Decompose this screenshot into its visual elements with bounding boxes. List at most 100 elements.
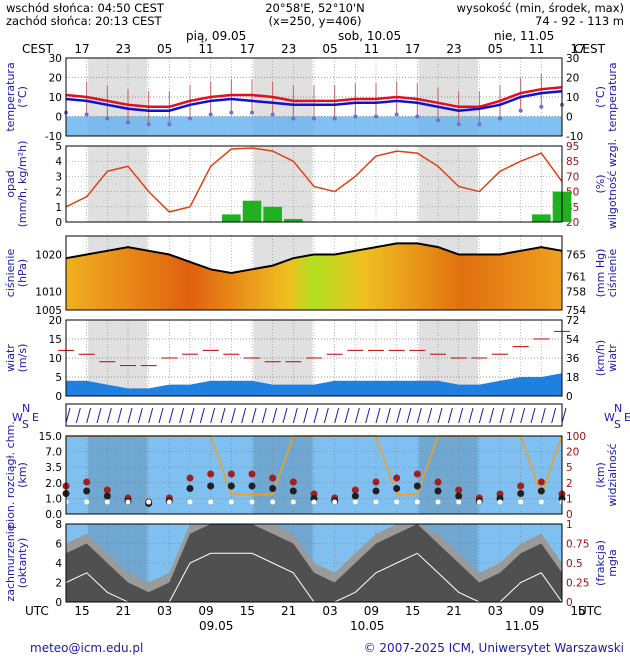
precip-bar (242, 200, 262, 222)
y-tick-left: -10 (45, 131, 62, 143)
wind-arrow (551, 407, 557, 424)
y-tick-left: 6 (55, 539, 62, 551)
dewpoint-dot (126, 120, 130, 125)
bottom-hour-label: 15 (570, 604, 585, 618)
dewpoint-dot (291, 116, 296, 121)
axis-label-right: wilgotność wzgl. (606, 139, 619, 229)
cloud-low-dot (497, 499, 503, 505)
cloud-base-dot (269, 485, 277, 492)
bottom-time-axis: UTC UTC 09.05 10.05 11.05 15 21 03 09 15 21 03… (25, 604, 602, 633)
wind-arrow (261, 407, 267, 424)
precip-bar (222, 214, 241, 222)
wind-arrow (117, 407, 123, 424)
axis-label-right: (°C) (594, 86, 607, 108)
axis-label-right: temperatura (606, 62, 619, 131)
y-tick-right: 0 (566, 391, 573, 403)
humidity-line (65, 147, 563, 213)
dewpoint-dot (374, 114, 378, 119)
cloud-base-dot (393, 485, 401, 492)
dewpoint-dot (477, 122, 482, 127)
wind-arrow (416, 407, 422, 424)
cloud-low-dot (518, 499, 524, 505)
cloud-top-dot (269, 474, 277, 482)
dewpoint-dot (415, 114, 420, 119)
top-hour-label: 23 (116, 42, 131, 56)
wind-arrow (478, 407, 484, 424)
wind-arrow (509, 407, 515, 424)
cloud-base-dot (537, 487, 545, 495)
wind-arrow (179, 407, 185, 424)
y-tick-left: 0 (55, 217, 62, 229)
wind-arrow (210, 407, 216, 424)
wind-arrow (427, 407, 433, 424)
y-tick-right: 10 (566, 92, 579, 104)
y-tick-left: 1005 (35, 305, 62, 317)
cloud-low-dot (187, 499, 193, 505)
cloud-low-dot (332, 499, 338, 505)
cloud-top-dot (83, 478, 91, 486)
wind-arrow (458, 407, 464, 424)
axis-label-left: temperatura (4, 62, 17, 131)
bottom-hour-label: 21 (116, 604, 131, 618)
wind-arrow (251, 407, 257, 424)
axis-label-left: wiatr (4, 344, 17, 372)
wind-arrow (447, 407, 453, 424)
y-tick-right: 30 (566, 53, 579, 65)
y-tick-right: 1 (566, 493, 573, 505)
cloud-low-dot (394, 499, 400, 505)
cloud-low-dot (104, 499, 110, 505)
cloud-total-area (66, 524, 562, 602)
cloud-base-dot (413, 482, 421, 490)
axis-label-right: (km) (594, 462, 607, 488)
y-tick-left: 8 (55, 519, 62, 531)
wind-arrow (561, 407, 567, 424)
wind-area (66, 373, 562, 396)
compass-n-right: N (614, 402, 622, 415)
y-tick-left: 2 (55, 578, 62, 590)
top-timezone-right: CEST (574, 42, 606, 56)
wind-arrow (344, 407, 350, 424)
top-time-axis: CEST CEST pią, 09.05 sob, 10.05 nie, 11.… (22, 29, 606, 56)
wind-arrow (137, 407, 143, 424)
bottom-hour-label: 15 (74, 604, 89, 618)
wind-arrow (292, 407, 298, 424)
y-tick-left: 5 (55, 141, 62, 153)
compass-e-right: E (624, 411, 630, 424)
wind-arrow (241, 407, 247, 424)
wind-arrow (86, 407, 92, 424)
wind-arrow (189, 407, 195, 424)
top-timezone-left: CEST (22, 42, 54, 56)
cloud-low-dot (311, 499, 317, 505)
bottom-hour-label: 15 (240, 604, 255, 618)
wind-arrow (127, 407, 133, 424)
y-tick-left: 4 (55, 558, 62, 570)
cloud-base-dot (103, 492, 111, 500)
cloud-top-dot (517, 482, 525, 490)
wind-arrow (168, 407, 174, 424)
bottom-hour-label: 21 (281, 604, 296, 618)
sunrise-text: wschód słońca: 04:50 CEST (6, 1, 165, 15)
cloud-base-dot (455, 492, 463, 500)
wind-chill-line (65, 89, 563, 112)
y-tick-left: 2.0 (45, 478, 62, 490)
bottom-hour-label: 09 (198, 604, 213, 618)
contact-email[interactable]: meteo@icm.edu.pl (30, 641, 143, 655)
cloud-base-dot (517, 490, 525, 497)
y-tick-left: 0 (55, 112, 62, 124)
axis-label-left: (oktanty) (16, 538, 29, 589)
y-tick-left: 15.0 (39, 431, 62, 443)
wind-arrow (530, 407, 536, 424)
compass-s: S (22, 418, 29, 431)
wind-arrow (75, 407, 81, 424)
y-tick-right: 18 (566, 372, 579, 384)
elevation-title: wysokość (min, środek, max) (457, 1, 624, 15)
y-tick-right: 95 (566, 141, 579, 153)
wind-direction-frame (65, 403, 563, 427)
day-label-3: nie, 11.05 (494, 29, 554, 43)
temperature-line (65, 86, 563, 109)
top-hour-label: 11 (364, 42, 379, 56)
top-hour-label: 17 (570, 42, 585, 56)
elevation-values: 74 - 92 - 113 m (535, 14, 624, 28)
